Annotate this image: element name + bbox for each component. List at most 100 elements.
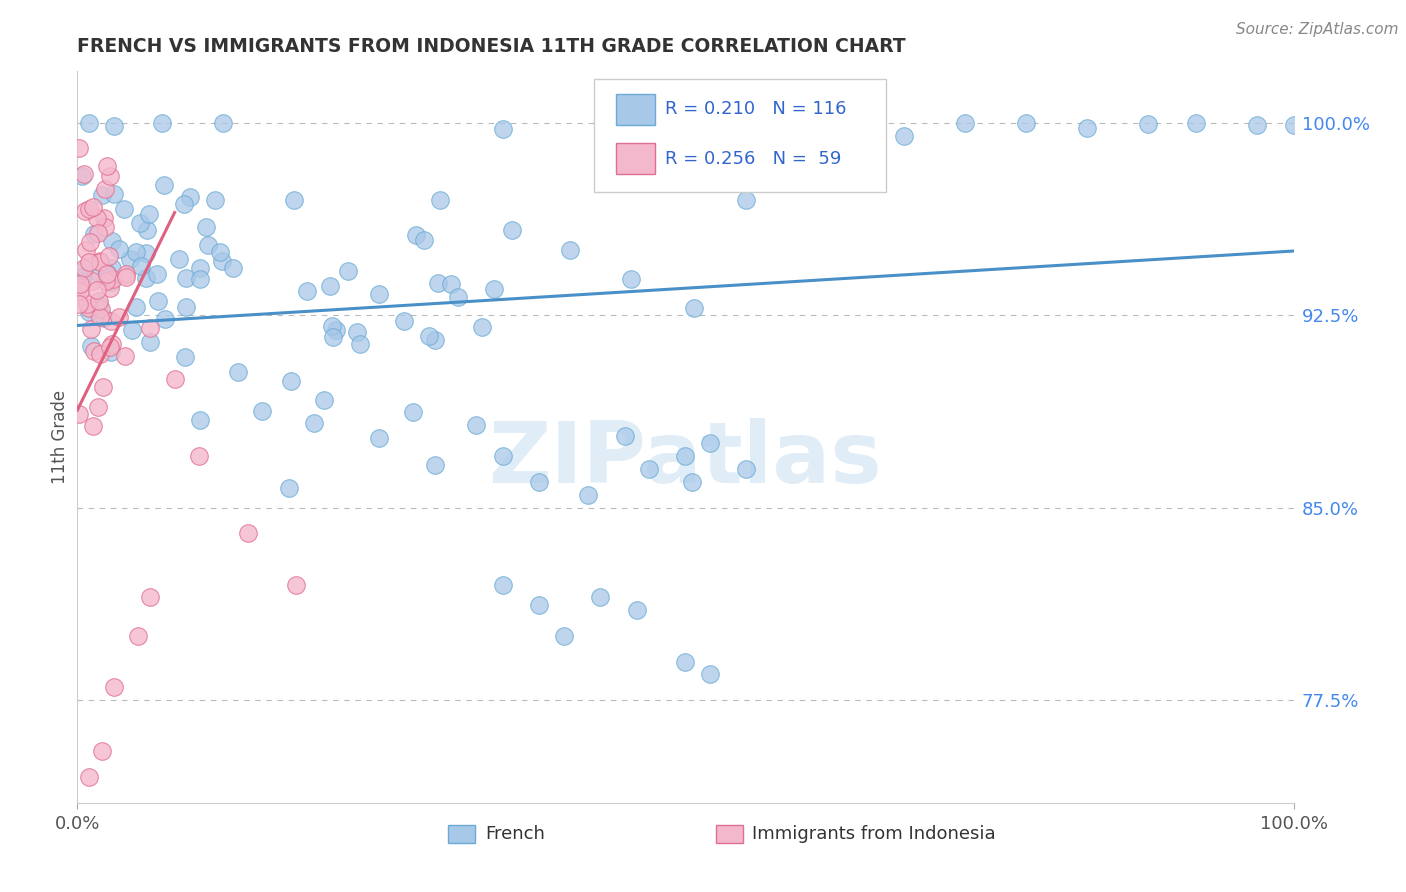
Point — [412, 234, 434, 248]
Point — [304, 417, 326, 431]
Point — [418, 328, 440, 343]
Point — [163, 372, 186, 386]
Point — [893, 129, 915, 144]
Point — [67, 407, 90, 421]
Point — [93, 311, 115, 326]
Y-axis label: 11th Grade: 11th Grade — [51, 390, 69, 484]
Point — [188, 261, 211, 276]
Point — [98, 340, 121, 354]
Point — [145, 267, 167, 281]
Point — [553, 629, 575, 643]
Point — [90, 302, 112, 317]
Point — [96, 267, 118, 281]
Point — [471, 320, 494, 334]
Point — [447, 290, 470, 304]
Point — [93, 211, 115, 226]
Bar — [449, 825, 475, 843]
Point — [80, 322, 103, 336]
Point — [423, 333, 446, 347]
Bar — [716, 825, 742, 843]
Point — [70, 274, 93, 288]
Point — [197, 237, 219, 252]
Point — [89, 346, 111, 360]
Point — [70, 169, 93, 183]
Point — [368, 431, 391, 445]
Point — [101, 337, 124, 351]
Point — [89, 310, 111, 324]
Point — [153, 312, 176, 326]
Point — [125, 245, 148, 260]
Point — [681, 475, 703, 489]
Point — [346, 325, 368, 339]
Point — [127, 629, 149, 643]
Point — [322, 330, 344, 344]
Point — [529, 475, 551, 489]
Point — [67, 297, 90, 311]
Point — [86, 283, 108, 297]
Text: ZIPatlas: ZIPatlas — [488, 417, 883, 500]
Point — [103, 272, 125, 286]
Point — [211, 254, 233, 268]
Text: Source: ZipAtlas.com: Source: ZipAtlas.com — [1236, 22, 1399, 37]
Point — [80, 274, 103, 288]
Point — [1015, 116, 1038, 130]
Point — [139, 321, 162, 335]
Point — [367, 287, 389, 301]
Point — [173, 197, 195, 211]
Point — [319, 278, 342, 293]
Point — [94, 220, 117, 235]
Point — [98, 249, 121, 263]
Point — [195, 220, 218, 235]
Point — [208, 245, 231, 260]
Point — [77, 301, 100, 315]
Point — [735, 193, 758, 207]
Point — [87, 227, 110, 241]
Point — [112, 202, 135, 216]
Point — [169, 252, 191, 266]
Point — [482, 282, 505, 296]
Point — [174, 350, 197, 364]
Point — [69, 284, 91, 298]
Point — [212, 116, 235, 130]
Point — [250, 404, 273, 418]
Text: French: French — [485, 825, 544, 843]
Point — [108, 310, 131, 324]
Point — [613, 429, 636, 443]
Point — [103, 681, 125, 695]
Point — [392, 314, 415, 328]
Point — [79, 770, 101, 784]
Point — [675, 450, 697, 464]
Point — [953, 116, 976, 130]
Point — [153, 178, 176, 193]
Point — [89, 253, 111, 268]
Point — [101, 261, 124, 276]
Point — [139, 591, 162, 605]
Point — [138, 207, 160, 221]
Point — [425, 458, 447, 473]
Point — [100, 169, 122, 183]
Point — [589, 591, 612, 605]
Point — [179, 190, 201, 204]
Point — [103, 120, 125, 134]
Point — [135, 223, 157, 237]
Point — [91, 380, 114, 394]
Point — [135, 245, 157, 260]
Point — [90, 744, 112, 758]
Point — [77, 255, 100, 269]
Point — [70, 269, 93, 284]
Point — [295, 284, 318, 298]
Point — [101, 234, 124, 248]
Point — [820, 116, 842, 130]
Point — [129, 215, 152, 229]
Bar — [616, 143, 655, 174]
Point — [82, 419, 104, 434]
Point — [139, 334, 162, 349]
Point — [464, 417, 486, 432]
Point — [174, 271, 197, 285]
Point — [77, 305, 100, 319]
Point — [103, 187, 125, 202]
Text: Immigrants from Indonesia: Immigrants from Indonesia — [752, 825, 995, 843]
Point — [73, 260, 96, 275]
Point — [405, 227, 427, 242]
Text: FRENCH VS IMMIGRANTS FROM INDONESIA 11TH GRADE CORRELATION CHART: FRENCH VS IMMIGRANTS FROM INDONESIA 11TH… — [77, 37, 905, 56]
